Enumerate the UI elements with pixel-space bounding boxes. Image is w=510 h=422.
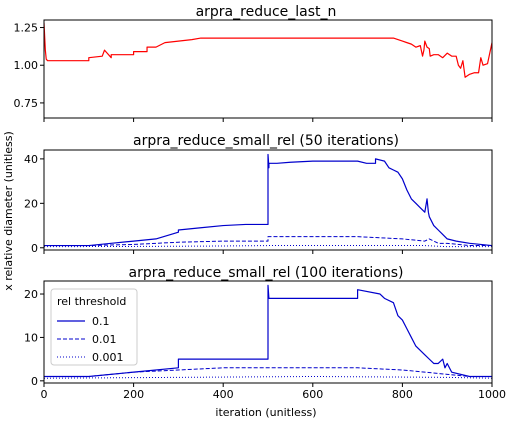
panel-middle-plot: 0 20 40 (24, 149, 493, 255)
panel-2-series (44, 284, 492, 379)
legend-entry-0: 0.1 (57, 315, 110, 328)
panel-1-frame (43, 149, 493, 251)
panel-2-ytick-label-0: 0 (31, 375, 38, 388)
panel-2-series-line-2 (44, 375, 492, 379)
panel-2-xtick-label-1: 200 (123, 388, 144, 401)
panel-1-series (44, 153, 492, 248)
panel-0-series (44, 22, 492, 78)
panel-2-series-line-0 (44, 284, 492, 378)
panel-2-xtick-label-3: 600 (302, 388, 323, 401)
panel-1-ytick-label-0: 0 (31, 242, 38, 255)
panel-1-ytick-label-1: 20 (24, 197, 38, 210)
panel-2-xtick-label-4: 800 (392, 388, 413, 401)
panel-1-series-line-0 (44, 153, 492, 247)
legend-label-0: 0.1 (92, 315, 110, 328)
panel-middle: arpra_reduce_small_rel (50 iterations) 0… (24, 133, 493, 255)
panel-0-series-line-0 (44, 22, 492, 78)
legend: rel threshold 0.1 0.01 0.001 (50, 288, 138, 366)
legend-label-2: 0.001 (92, 351, 124, 364)
panel-bottom-plot: 0 200 400 600 800 1000 0 10 20 (24, 280, 506, 401)
panel-top: arpra_reduce_last_n 0.75 1.00 1.25 (14, 4, 493, 122)
panel-2-ytick-label-2: 20 (24, 288, 38, 301)
panel-0-frame (43, 19, 493, 119)
figure-xlabel: iteration (unitless) (215, 406, 316, 419)
legend-entry-1: 0.01 (57, 333, 117, 346)
panel-2-series-line-1 (44, 367, 492, 377)
panel-0-ytick-label-1: 1.00 (14, 59, 39, 72)
legend-entry-2: 0.001 (57, 351, 124, 364)
panel-1-ytick-label-2: 40 (24, 153, 38, 166)
legend-title: rel threshold (57, 295, 126, 308)
panel-bottom: arpra_reduce_small_rel (100 iterations) … (24, 265, 506, 401)
panel-2-xtick-label-0: 0 (41, 388, 48, 401)
figure-ylabel: x relative diameter (unitless) (2, 131, 15, 291)
legend-label-1: 0.01 (92, 333, 117, 346)
panel-top-plot: 0.75 1.00 1.25 (14, 19, 493, 122)
panel-1-series-line-2 (44, 245, 492, 248)
panel-middle-title: arpra_reduce_small_rel (50 iterations) (133, 133, 399, 149)
panel-1-series-line-1 (44, 236, 492, 247)
panel-2-xtick-label-5: 1000 (478, 388, 506, 401)
panel-2-ytick-label-1: 10 (24, 331, 38, 344)
panel-0-ytick-label-2: 1.25 (14, 22, 39, 35)
panel-top-title: arpra_reduce_last_n (196, 4, 337, 20)
panel-0-ytick-label-0: 0.75 (14, 97, 39, 110)
panel-bottom-title: arpra_reduce_small_rel (100 iterations) (129, 265, 404, 281)
legend-box (50, 288, 138, 366)
panel-2-frame (43, 280, 493, 384)
panel-2-xtick-label-2: 400 (213, 388, 234, 401)
